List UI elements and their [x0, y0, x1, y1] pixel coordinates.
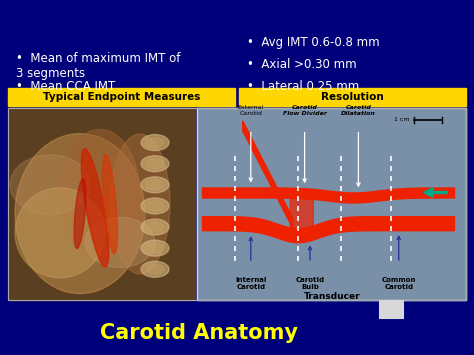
Text: External
Carotid: External Carotid	[238, 105, 264, 116]
Ellipse shape	[146, 222, 164, 232]
Bar	[379, 300, 403, 318]
Ellipse shape	[15, 188, 105, 278]
Ellipse shape	[141, 177, 169, 193]
Text: •  Mean CCA IMT: • Mean CCA IMT	[16, 80, 115, 93]
Ellipse shape	[82, 149, 109, 267]
Text: Typical Endpoint Measures: Typical Endpoint Measures	[43, 92, 200, 102]
Text: Common
Carotid: Common Carotid	[382, 277, 416, 290]
Text: •  Lateral 0.25 mm: • Lateral 0.25 mm	[247, 80, 359, 93]
Bar	[8, 108, 195, 300]
Polygon shape	[243, 121, 293, 228]
Text: Transducer: Transducer	[304, 292, 361, 301]
Text: Carotid
Dilatation: Carotid Dilatation	[341, 105, 376, 116]
Ellipse shape	[141, 261, 169, 277]
Bar	[8, 88, 235, 106]
Ellipse shape	[102, 154, 118, 254]
Ellipse shape	[85, 217, 155, 267]
Ellipse shape	[60, 130, 140, 260]
Ellipse shape	[141, 156, 169, 172]
Ellipse shape	[74, 179, 86, 248]
Text: •  Avg IMT 0.6-0.8 mm: • Avg IMT 0.6-0.8 mm	[247, 36, 380, 49]
Text: Resolution: Resolution	[321, 92, 384, 102]
Bar	[239, 88, 466, 106]
Ellipse shape	[15, 133, 145, 294]
Ellipse shape	[146, 159, 164, 169]
Bar	[197, 108, 466, 300]
Ellipse shape	[141, 135, 169, 151]
Ellipse shape	[146, 264, 164, 274]
Text: Internal
Carotid: Internal Carotid	[235, 277, 266, 290]
Ellipse shape	[146, 137, 164, 148]
Text: 1 cm: 1 cm	[394, 116, 410, 121]
Ellipse shape	[146, 201, 164, 211]
Text: Carotid
Flow Divider: Carotid Flow Divider	[283, 105, 327, 116]
Ellipse shape	[146, 180, 164, 190]
Bar	[197, 108, 466, 300]
Text: •  Axial >0.30 mm: • Axial >0.30 mm	[247, 58, 356, 71]
Ellipse shape	[146, 243, 164, 253]
Text: Carotid Anatomy: Carotid Anatomy	[100, 323, 298, 343]
Text: •  Mean of maximum IMT of
3 segments: • Mean of maximum IMT of 3 segments	[16, 52, 181, 80]
Ellipse shape	[141, 198, 169, 214]
Ellipse shape	[141, 240, 169, 256]
Ellipse shape	[141, 219, 169, 235]
Ellipse shape	[110, 134, 170, 274]
Bar	[8, 108, 466, 300]
Text: Carotid
Bulb: Carotid Bulb	[295, 277, 325, 290]
Ellipse shape	[10, 155, 90, 215]
